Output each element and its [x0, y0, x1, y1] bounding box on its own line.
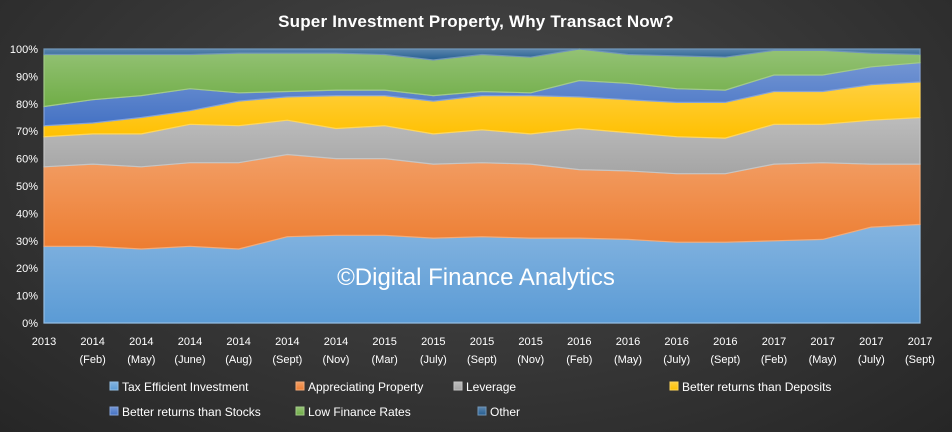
y-tick-label: 80% — [16, 99, 38, 111]
x-tick-sublabel: (Sept) — [467, 354, 497, 366]
legend-item: Low Finance Rates — [295, 405, 411, 419]
y-tick-label: 0% — [22, 318, 38, 330]
legend-label: Tax Efficient Investment — [122, 380, 249, 394]
y-tick-label: 100% — [10, 44, 38, 56]
x-tick-sublabel: (Sept) — [272, 354, 302, 366]
legend-label: Other — [490, 405, 520, 419]
legend-swatch — [295, 381, 305, 391]
x-tick-sublabel: (Mar) — [372, 354, 398, 366]
legend-swatch — [477, 406, 487, 416]
x-tick-sublabel: (Aug) — [225, 354, 252, 366]
x-tick-label: 2015 — [470, 336, 494, 348]
y-tick-label: 70% — [16, 126, 38, 138]
legend-item: Leverage — [453, 380, 516, 394]
plot-area — [43, 48, 921, 324]
y-tick-label: 60% — [16, 154, 38, 166]
x-tick-label: 2014 — [80, 336, 104, 348]
x-tick-sublabel: (Nov) — [517, 354, 544, 366]
x-tick-label: 2015 — [372, 336, 396, 348]
x-axis: 2013 2014 (Feb) 2014 (May) 2014 (June) 2014 (Aug… — [32, 336, 935, 366]
x-tick-label: 2014 — [129, 336, 153, 348]
legend-item: Tax Efficient Investment — [109, 380, 249, 394]
x-tick-sublabel: (June) — [174, 354, 205, 366]
legend-item: Appreciating Property — [295, 380, 423, 394]
legend-swatch — [109, 381, 119, 391]
x-tick-sublabel: (May) — [809, 354, 837, 366]
x-tick-sublabel: (Feb) — [761, 354, 787, 366]
y-tick-label: 10% — [16, 291, 38, 303]
x-tick-label: 2014 — [275, 336, 299, 348]
x-tick-sublabel: (Nov) — [323, 354, 350, 366]
x-tick-label: 2016 — [616, 336, 640, 348]
x-tick-label: 2016 — [664, 336, 688, 348]
y-tick-label: 50% — [16, 181, 38, 193]
x-tick-label: 2016 — [713, 336, 737, 348]
area-other — [43, 48, 921, 61]
x-tick-label: 2014 — [324, 336, 348, 348]
x-tick-sublabel: (Feb) — [566, 354, 592, 366]
x-tick-sublabel: (July) — [663, 354, 690, 366]
area-appreciating-property — [43, 153, 921, 250]
legend-swatch — [453, 381, 463, 391]
y-tick-label: 90% — [16, 71, 38, 83]
x-tick-label: 2015 — [518, 336, 542, 348]
legend-label: Leverage — [466, 380, 516, 394]
legend-label: Low Finance Rates — [308, 405, 411, 419]
y-tick-label: 40% — [16, 208, 38, 220]
x-tick-sublabel: (Sept) — [710, 354, 740, 366]
x-tick-label: 2017 — [762, 336, 786, 348]
chart-title: Super Investment Property, Why Transact … — [278, 12, 674, 31]
watermark: ©Digital Finance Analytics — [337, 264, 615, 291]
y-tick-label: 30% — [16, 236, 38, 248]
x-tick-sublabel: (May) — [614, 354, 642, 366]
legend-swatch — [669, 381, 679, 391]
legend-label: Better returns than Deposits — [682, 380, 831, 394]
legend-item: Better returns than Deposits — [669, 380, 831, 394]
x-tick-label: 2017 — [908, 336, 932, 348]
x-tick-label: 2016 — [567, 336, 591, 348]
x-tick-label: 2013 — [32, 336, 56, 348]
y-tick-label: 20% — [16, 263, 38, 275]
x-tick-label: 2017 — [859, 336, 883, 348]
legend: Tax Efficient Investment Appreciating Pro… — [109, 380, 831, 419]
x-tick-sublabel: (July) — [858, 354, 885, 366]
legend-item: Better returns than Stocks — [109, 405, 261, 419]
x-tick-label: 2017 — [810, 336, 834, 348]
legend-label: Better returns than Stocks — [122, 405, 261, 419]
x-tick-sublabel: (May) — [127, 354, 155, 366]
legend-swatch — [295, 406, 305, 416]
x-tick-label: 2014 — [178, 336, 202, 348]
legend-item: Other — [477, 405, 520, 419]
x-tick-label: 2014 — [226, 336, 250, 348]
legend-label: Appreciating Property — [308, 380, 423, 394]
y-axis: 0% 10% 20% 30% 40% 50% 60% 70% 80% 90% 100% — [10, 44, 38, 330]
x-tick-sublabel: (Feb) — [80, 354, 106, 366]
x-tick-sublabel: (July) — [420, 354, 447, 366]
x-tick-sublabel: (Sept) — [905, 354, 935, 366]
x-tick-label: 2015 — [421, 336, 445, 348]
legend-swatch — [109, 406, 119, 416]
